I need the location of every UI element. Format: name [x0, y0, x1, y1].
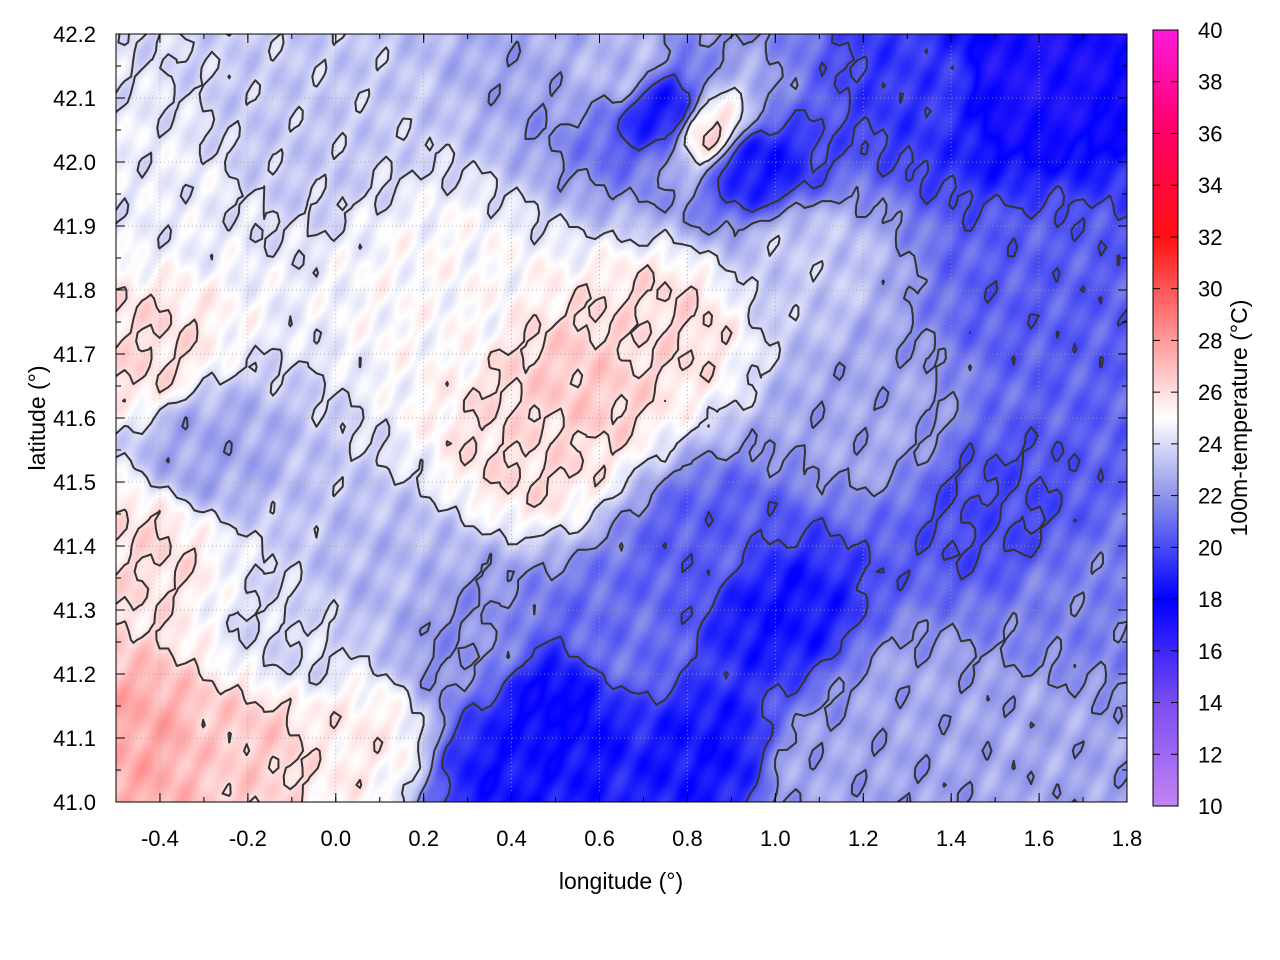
x-axis-title: longitude (°) [559, 868, 683, 894]
colorbar-tick-label: 26 [1198, 380, 1222, 405]
y-tick-label: 41.7 [53, 342, 96, 367]
contour-line [116, 120, 733, 802]
colorbar-tick-label: 12 [1198, 742, 1222, 767]
colorbar-tick-label: 36 [1198, 121, 1222, 146]
x-tick-label: 0.4 [496, 826, 527, 851]
colorbar-tick-label: 20 [1198, 535, 1222, 560]
colorbar-title: 100m-temperature (°C) [1226, 300, 1252, 537]
y-axis: 41.0 41.1 41.2 41.3 41.4 41.5 41.6 41.7 41.8 41.9… [53, 22, 1127, 815]
x-tick-label: -0.2 [229, 826, 267, 851]
y-tick-label: 41.8 [53, 278, 96, 303]
colorbar-tick-label: 16 [1198, 639, 1222, 664]
y-tick-label: 41.2 [53, 662, 96, 687]
y-tick-label: 41.6 [53, 406, 96, 431]
y-tick-label: 41.3 [53, 598, 96, 623]
colorbar-tick-label: 18 [1198, 587, 1222, 612]
y-tick-label: 42.1 [53, 86, 96, 111]
y-tick-label: 41.1 [53, 726, 96, 751]
colorbar-tick-label: 32 [1198, 225, 1222, 250]
colorbar-tick-label: 22 [1198, 484, 1222, 509]
y-axis-title: latitude (°) [24, 365, 50, 470]
colorbar-tick-label: 30 [1198, 277, 1222, 302]
x-tick-label: 0.6 [584, 826, 615, 851]
y-tick-label: 42.2 [53, 22, 96, 47]
y-tick-label: 41.5 [53, 470, 96, 495]
x-tick-label: 1.0 [760, 826, 791, 851]
x-tick-label: -0.4 [141, 826, 179, 851]
contour-line [441, 34, 1127, 802]
x-tick-label: 0.0 [320, 826, 351, 851]
y-tick-label: 41.0 [53, 790, 96, 815]
colorbar-tick-label: 34 [1198, 173, 1222, 198]
colorbar-tick-label: 38 [1198, 70, 1222, 95]
x-tick-label: 1.2 [848, 826, 879, 851]
x-axis: -0.4 -0.2 0.0 0.2 0.4 0.6 0.8 1.0 1.2 1.4 1.6 1.8 [115, 34, 1143, 851]
colorbar-tick-label: 28 [1198, 328, 1222, 353]
colorbar-ticks: 10 12 14 16 18 20 22 24 26 28 30 32 34 36 38 40 [1153, 18, 1222, 819]
x-tick-label: 1.8 [1112, 826, 1143, 851]
x-tick-label: 1.4 [936, 826, 967, 851]
contour-lines [116, 34, 1127, 802]
colorbar-tick-label: 24 [1198, 432, 1222, 457]
colorbar-tick-label: 40 [1198, 18, 1222, 43]
colorbar [1152, 29, 1179, 807]
colorbar-tick-label: 14 [1198, 691, 1222, 716]
y-tick-label: 41.4 [53, 534, 96, 559]
x-tick-label: 0.8 [672, 826, 703, 851]
y-tick-label: 42.0 [53, 150, 96, 175]
x-tick-label: 0.2 [408, 826, 439, 851]
colorbar-tick-label: 10 [1198, 794, 1222, 819]
contour-line [116, 34, 824, 802]
y-tick-label: 41.9 [53, 214, 96, 239]
contour-line [165, 34, 1127, 802]
x-tick-label: 1.6 [1024, 826, 1055, 851]
